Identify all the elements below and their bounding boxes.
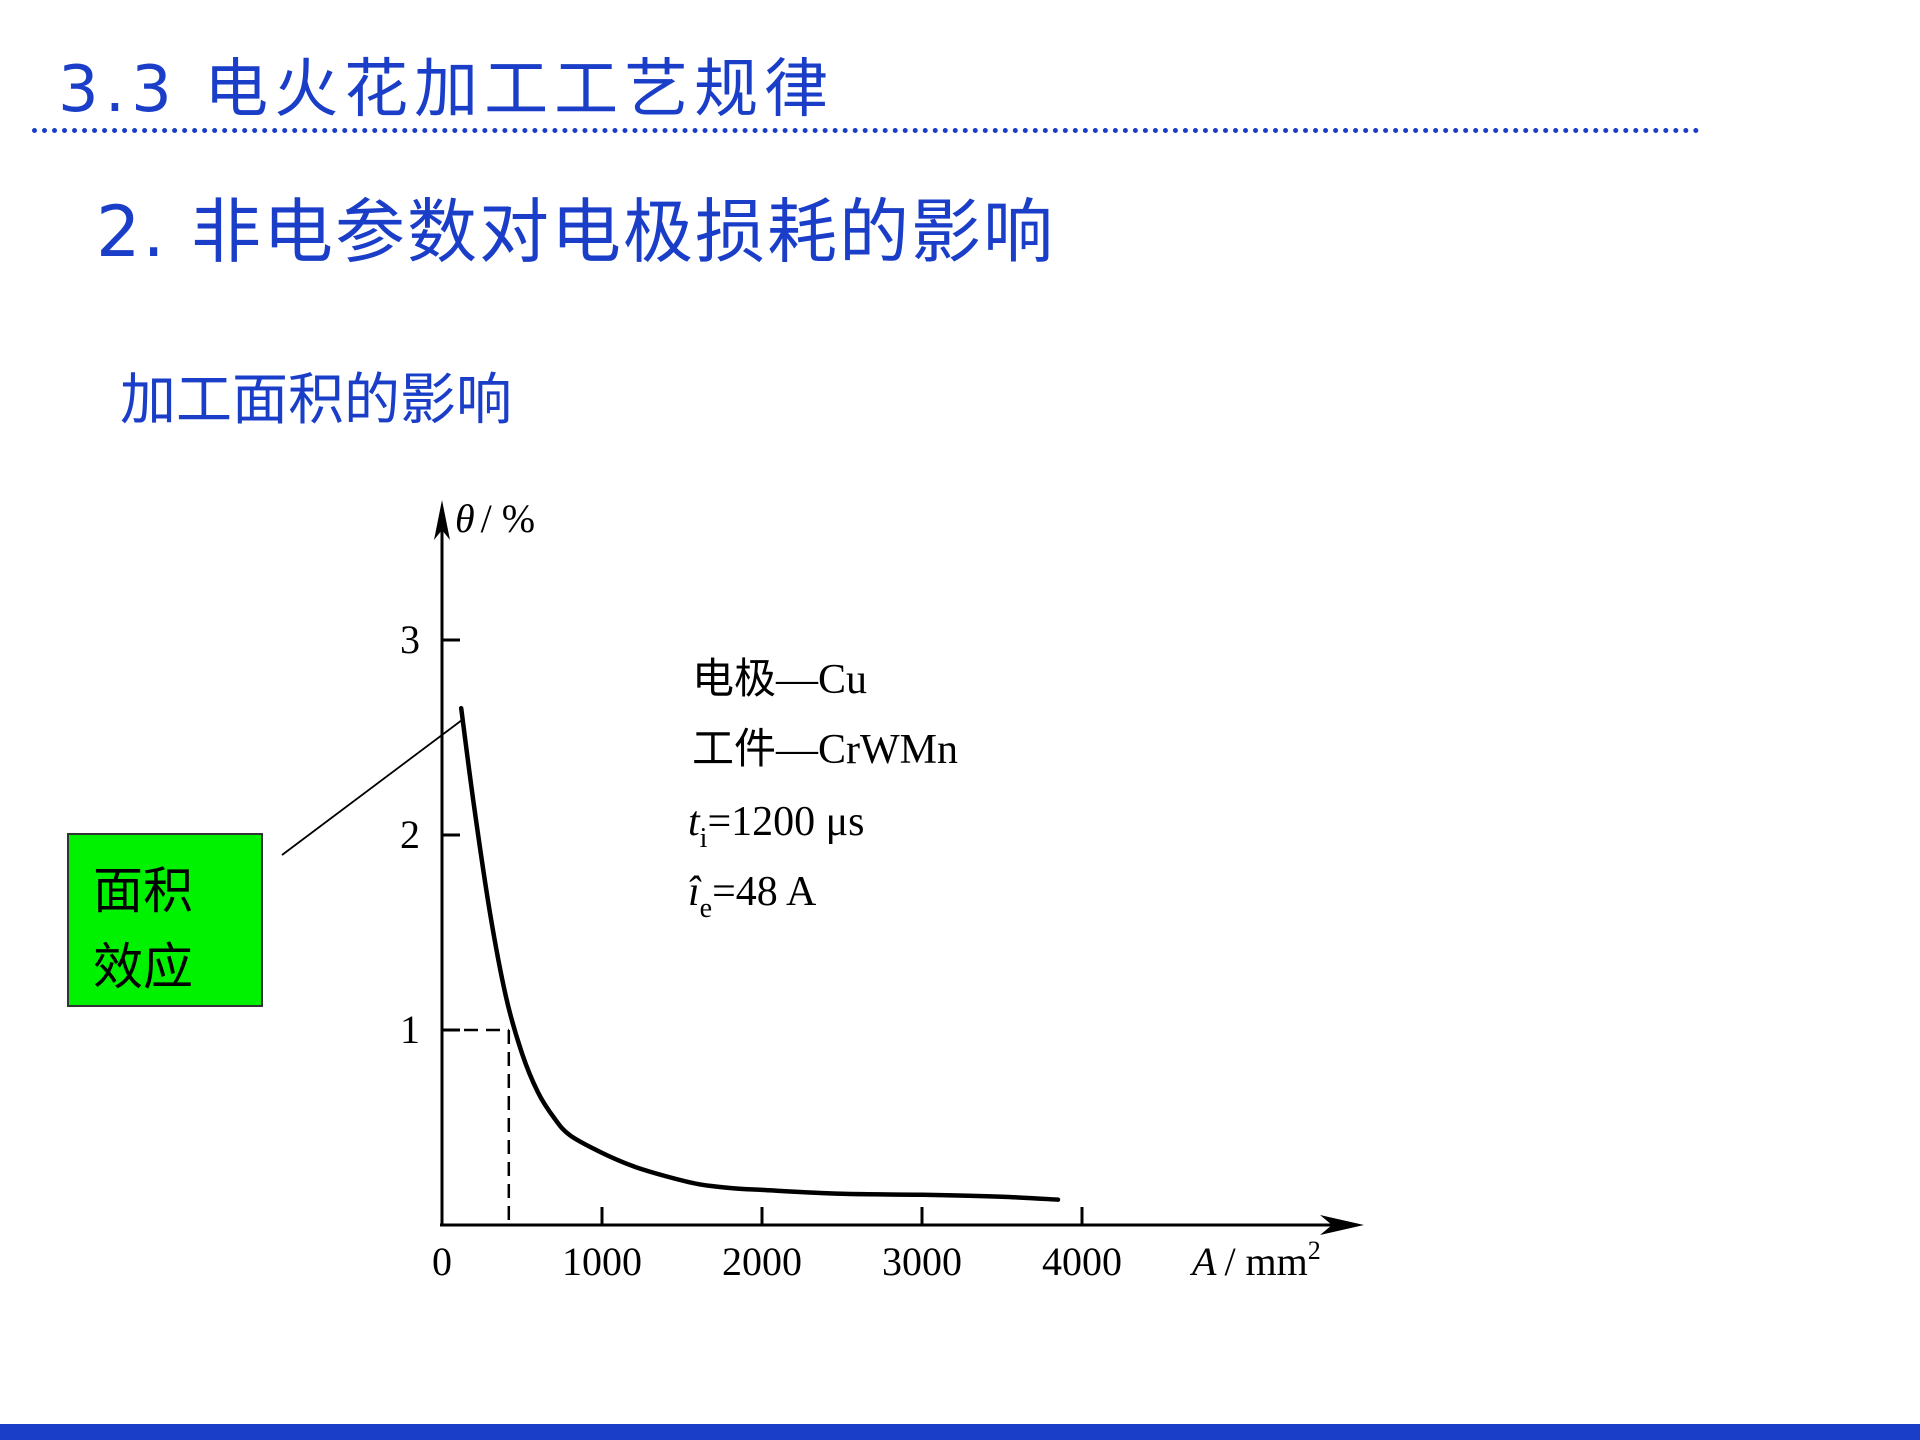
- callout-line-1: 面积: [93, 862, 193, 920]
- y-tick-label: 3: [400, 617, 420, 662]
- y-tick-label: 1: [400, 1007, 420, 1052]
- y-tick-label: 2: [400, 812, 420, 857]
- x-axis-label: A / mm2: [1189, 1236, 1321, 1284]
- x-tick-label: 2000: [722, 1239, 802, 1284]
- annotation-peak-current: îe=48 A: [688, 869, 817, 924]
- axis-tick-labels: 0 1000 2000 3000 4000 1 2 3: [400, 617, 1122, 1284]
- annotation-pulse-width: ti=1200 μs: [688, 799, 865, 854]
- topic-heading: 加工面积的影响: [120, 368, 512, 433]
- y-axis-arrow: [434, 500, 450, 540]
- x-tick-label: 0: [432, 1239, 452, 1284]
- title-divider: [32, 128, 1700, 133]
- x-axis-arrow: [1320, 1215, 1364, 1235]
- series-line: [458, 706, 1061, 1202]
- area-effect-callout: 面积 效应: [67, 833, 263, 1007]
- y-axis-label: θ / %: [455, 496, 535, 541]
- slide-subtitle: 2. 非电参数对电极损耗的影响: [96, 191, 1056, 273]
- x-tick-label: 4000: [1042, 1239, 1122, 1284]
- x-tick-label: 1000: [562, 1239, 642, 1284]
- annotation-workpiece: 工件—CrWMn: [692, 727, 958, 773]
- section-title: 3.3 电火花加工工艺规律: [58, 53, 835, 127]
- callout-leader-line: [281, 719, 463, 856]
- reference-lines: [442, 1028, 511, 1225]
- callout-line-2: 效应: [93, 938, 193, 996]
- bottom-accent-bar: [0, 1424, 1920, 1440]
- x-tick-label: 3000: [882, 1239, 962, 1284]
- annotation-electrode: 电极—Cu: [692, 657, 867, 703]
